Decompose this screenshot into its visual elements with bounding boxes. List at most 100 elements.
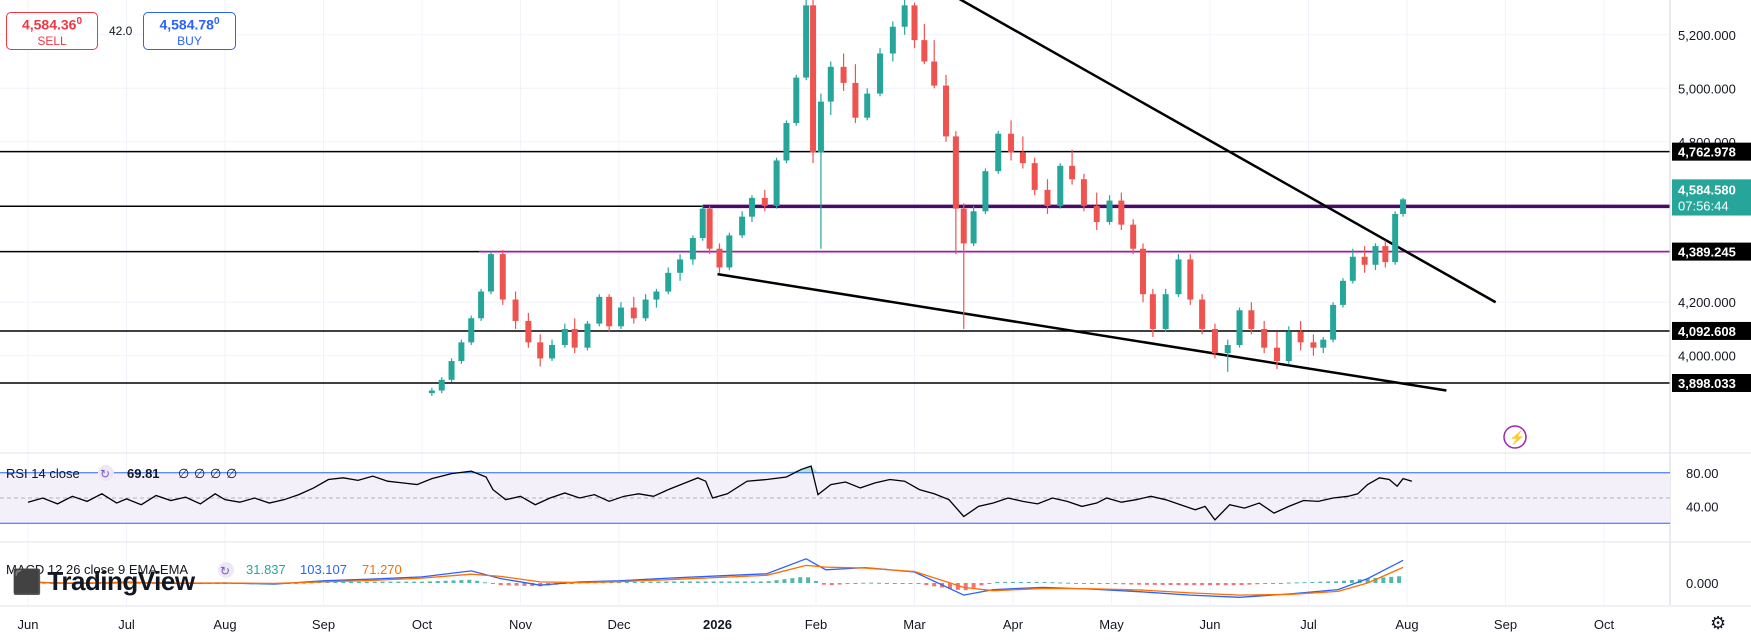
candle[interactable] (706, 208, 713, 249)
candle[interactable] (689, 238, 696, 260)
candle[interactable] (1080, 179, 1087, 206)
candle[interactable] (1297, 331, 1304, 343)
candle[interactable] (889, 26, 896, 54)
lightning-icon[interactable] (1503, 425, 1527, 449)
candle[interactable] (1118, 200, 1125, 225)
candle[interactable] (571, 328, 578, 348)
candle[interactable] (1310, 342, 1317, 348)
candle[interactable] (677, 259, 684, 273)
candle[interactable] (606, 296, 613, 327)
candle[interactable] (537, 342, 544, 359)
candle[interactable] (864, 93, 871, 118)
candle[interactable] (810, 5, 817, 153)
candle[interactable] (982, 171, 989, 212)
candle[interactable] (487, 254, 494, 292)
candle[interactable] (911, 5, 918, 41)
candle[interactable] (970, 211, 977, 244)
candle[interactable] (1320, 339, 1327, 348)
buy-button[interactable]: 4,584.780 BUY (143, 12, 236, 50)
candle[interactable] (773, 160, 780, 206)
macd-signal-line[interactable] (27, 564, 1404, 596)
candle[interactable] (817, 101, 824, 153)
candle[interactable] (468, 318, 475, 343)
candle[interactable] (803, 5, 810, 78)
candle[interactable] (1330, 304, 1337, 340)
candle[interactable] (1130, 224, 1137, 249)
candle[interactable] (827, 66, 834, 102)
candle[interactable] (783, 123, 790, 161)
candle[interactable] (428, 390, 435, 394)
candle[interactable] (448, 361, 455, 380)
candle[interactable] (1382, 246, 1389, 263)
candle[interactable] (1008, 133, 1015, 153)
candle[interactable] (561, 328, 568, 346)
candle[interactable] (1211, 328, 1218, 354)
candle[interactable] (617, 307, 624, 327)
candle[interactable] (1019, 152, 1026, 164)
candle[interactable] (1140, 248, 1147, 295)
candle[interactable] (584, 323, 591, 348)
candle[interactable] (995, 133, 1002, 172)
candle[interactable] (1069, 165, 1076, 180)
candle[interactable] (877, 53, 884, 94)
candle[interactable] (1093, 205, 1100, 222)
candle[interactable] (1031, 163, 1038, 190)
candle[interactable] (1175, 259, 1182, 295)
candle[interactable] (1248, 310, 1255, 329)
candle[interactable] (642, 299, 649, 319)
candle[interactable] (630, 307, 637, 319)
lower-trendline[interactable] (717, 272, 1447, 392)
candle[interactable] (761, 197, 768, 206)
candle[interactable] (1339, 280, 1346, 305)
candle[interactable] (952, 136, 959, 209)
macd-settings-icon[interactable] (218, 562, 234, 578)
candle[interactable] (1044, 189, 1051, 206)
candle[interactable] (499, 254, 506, 300)
candle[interactable] (840, 66, 847, 83)
candle[interactable] (1187, 259, 1194, 300)
candle[interactable] (748, 197, 755, 217)
candle[interactable] (852, 82, 859, 118)
candle[interactable] (1162, 294, 1169, 329)
candle[interactable] (438, 379, 445, 391)
candle[interactable] (699, 208, 706, 239)
candle[interactable] (525, 320, 532, 343)
settings-gear-icon[interactable]: ⚙ (1710, 613, 1727, 633)
macd-histogram-bar (396, 581, 401, 583)
candle[interactable] (1149, 294, 1156, 329)
candle[interactable] (901, 5, 908, 27)
candle[interactable] (739, 216, 746, 236)
candle[interactable] (1361, 256, 1368, 265)
candle[interactable] (1224, 345, 1231, 354)
candle[interactable] (726, 235, 733, 268)
rsi-line[interactable] (27, 465, 1413, 521)
candle[interactable] (943, 85, 950, 137)
candle[interactable] (1372, 246, 1379, 265)
rsi-settings-icon[interactable] (98, 465, 114, 481)
candle[interactable] (478, 291, 485, 319)
candle[interactable] (960, 208, 967, 244)
candle[interactable] (716, 248, 723, 268)
candle[interactable] (1392, 213, 1399, 263)
candle[interactable] (793, 77, 800, 124)
candle[interactable] (921, 40, 928, 62)
candle[interactable] (1261, 328, 1268, 348)
candle[interactable] (1106, 200, 1113, 222)
descending-trendline[interactable] (958, 0, 1497, 304)
candle[interactable] (1285, 331, 1292, 362)
candle[interactable] (549, 345, 556, 359)
candle[interactable] (1400, 199, 1407, 214)
candle[interactable] (512, 299, 519, 321)
candle[interactable] (1057, 165, 1064, 206)
candle[interactable] (458, 342, 465, 362)
candle[interactable] (653, 291, 660, 300)
candle[interactable] (596, 296, 603, 324)
candle[interactable] (1199, 299, 1206, 329)
candle[interactable] (931, 61, 938, 86)
candle[interactable] (1349, 256, 1356, 281)
candle[interactable] (1273, 347, 1280, 362)
sell-button[interactable]: 4,584.360 SELL (6, 12, 98, 50)
candle[interactable] (665, 272, 672, 292)
candle[interactable] (1236, 310, 1243, 346)
